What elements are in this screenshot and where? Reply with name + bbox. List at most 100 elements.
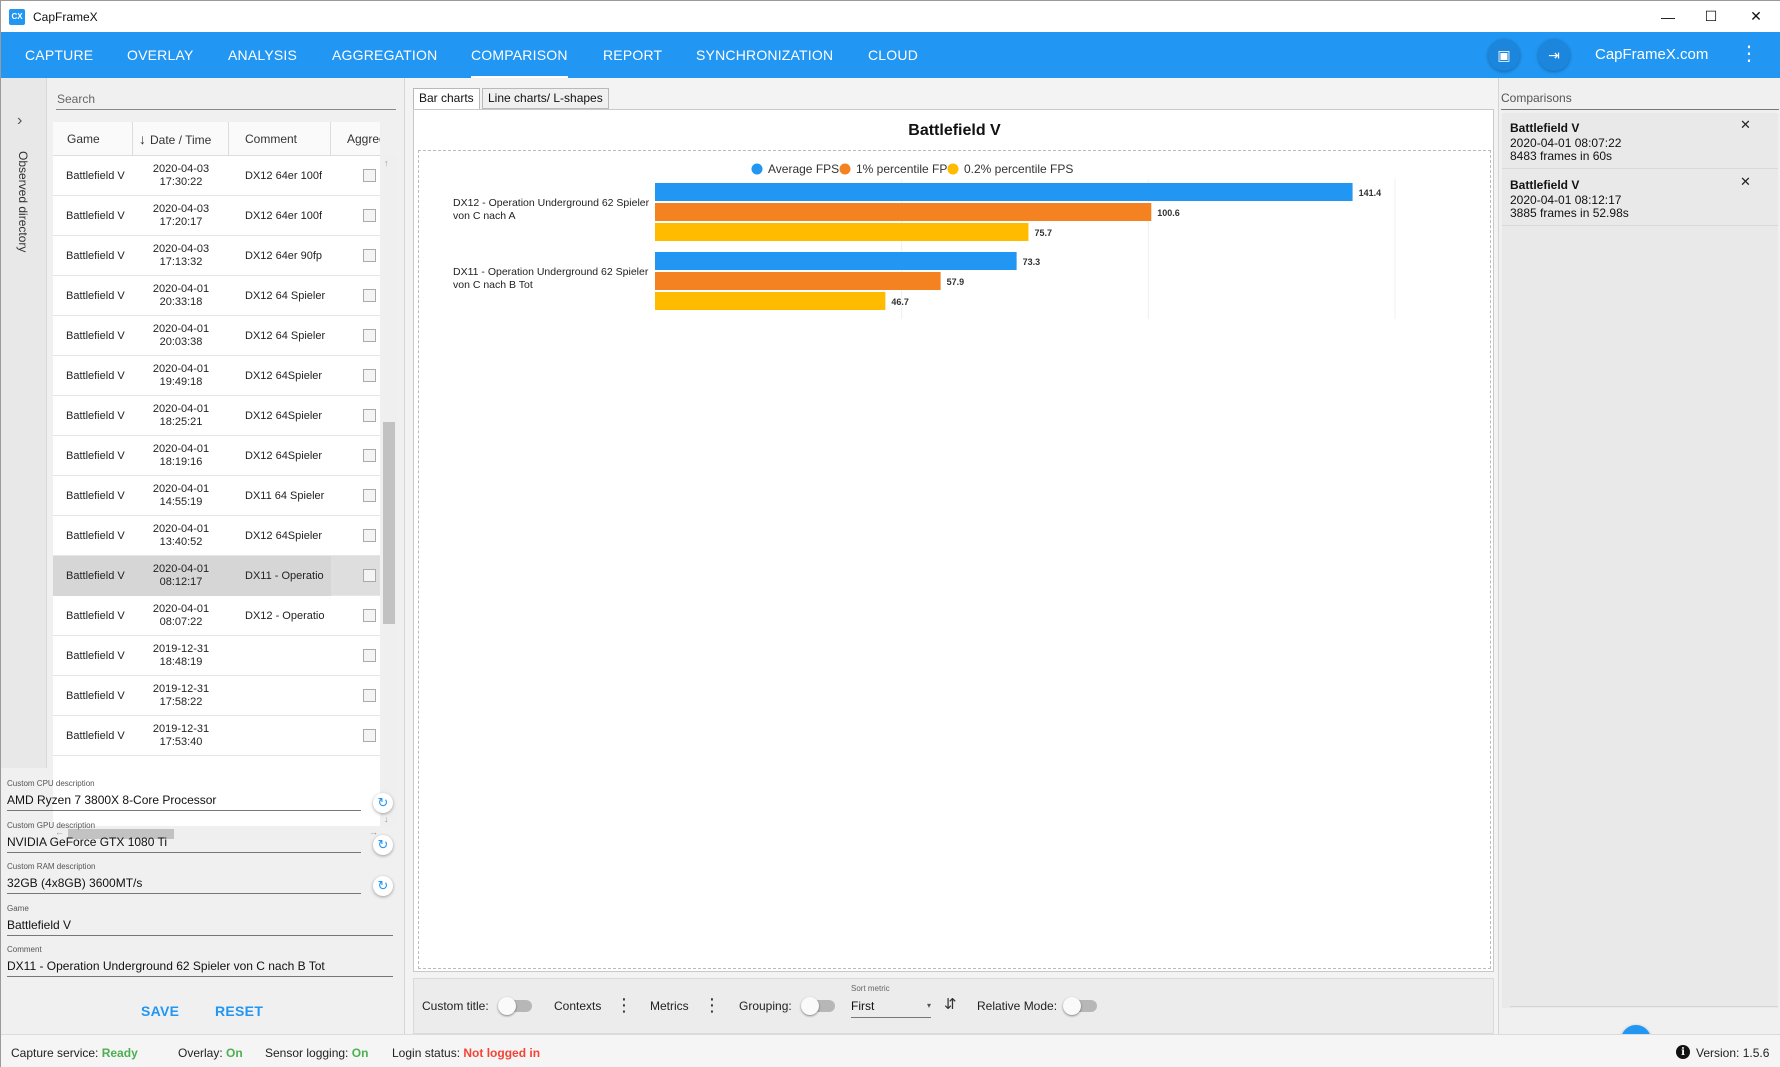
maximize-button[interactable]: ☐ xyxy=(1704,8,1718,24)
legend-swatch xyxy=(839,163,851,175)
aggregation-checkbox[interactable] xyxy=(363,569,376,582)
scroll-up-icon[interactable]: ↑ xyxy=(384,158,389,168)
aggregation-checkbox[interactable] xyxy=(363,289,376,302)
observed-directory-strip[interactable]: › Observed directory xyxy=(1,78,47,768)
login-button[interactable]: ⇥ xyxy=(1538,39,1570,71)
table-row[interactable]: Battlefield V 2020-04-01 14:55:19 DX11 64 S… xyxy=(53,476,380,516)
cpu-description-value[interactable]: AMD Ryzen 7 3800X 8-Core Processor xyxy=(7,791,361,811)
chevron-right-icon[interactable]: › xyxy=(17,112,23,129)
ram-description-field[interactable]: Custom RAM description 32GB (4x8GB) 3600… xyxy=(7,862,361,894)
website-link[interactable]: CapFrameX.com xyxy=(1595,46,1709,63)
table-row[interactable]: Battlefield V 2020-04-01 20:03:38 DX12 64 S… xyxy=(53,316,380,356)
tab-line-charts[interactable]: Line charts/ L-shapes xyxy=(482,88,609,109)
scroll-down-icon[interactable]: ↓ xyxy=(384,814,389,824)
aggregation-checkbox[interactable] xyxy=(363,329,376,342)
grouping-toggle[interactable] xyxy=(801,997,835,1015)
bar xyxy=(655,272,941,290)
column-header-comment[interactable]: Comment xyxy=(229,122,331,155)
horizontal-scrollbar[interactable]: ← → xyxy=(53,827,380,841)
save-button[interactable]: SAVE xyxy=(141,1003,180,1019)
sort-direction-icon[interactable]: ⇵ xyxy=(944,996,957,1013)
cell-date: 2020-04-01 xyxy=(152,443,210,455)
table-row[interactable]: Battlefield V 2020-04-01 18:19:16 DX12 64Sp… xyxy=(53,436,380,476)
reset-button[interactable]: RESET xyxy=(215,1003,264,1019)
column-header-date[interactable]: ↓ Date / Time xyxy=(133,122,229,155)
close-icon[interactable]: ✕ xyxy=(1740,117,1751,132)
aggregation-checkbox[interactable] xyxy=(363,729,376,742)
search-input[interactable] xyxy=(56,88,396,110)
table-row[interactable]: Battlefield V 2020-04-03 17:20:17 DX12 64er… xyxy=(53,196,380,236)
sort-metric-value: First xyxy=(851,999,875,1013)
close-icon[interactable]: ✕ xyxy=(1740,174,1751,189)
tab-cloud[interactable]: CLOUD xyxy=(868,47,919,63)
table-row[interactable]: Battlefield V 2020-04-03 17:13:32 DX12 64er… xyxy=(53,236,380,276)
cell-comment: DX12 64er 100f xyxy=(245,170,323,182)
vertical-scrollbar[interactable]: ↑ ↓ xyxy=(381,156,397,826)
cell-comment: DX12 64 Spieler xyxy=(245,290,326,302)
metrics-menu-icon[interactable]: ⋮ xyxy=(703,995,721,1015)
comparison-item[interactable]: Battlefield V 2020-04-01 08:07:22 8483 f… xyxy=(1502,113,1778,169)
screenshot-button[interactable]: ▣ xyxy=(1488,39,1520,71)
table-row[interactable]: Battlefield V 2019-12-31 18:48:19 xyxy=(53,636,380,676)
cpu-description-field[interactable]: Custom CPU description AMD Ryzen 7 3800X… xyxy=(7,779,361,811)
game-field[interactable]: Game Battlefield V xyxy=(7,904,393,936)
tab-analysis[interactable]: ANALYSIS xyxy=(228,47,298,63)
aggregation-checkbox[interactable] xyxy=(363,449,376,462)
sort-metric-label: Sort metric xyxy=(851,984,890,993)
aggregation-checkbox[interactable] xyxy=(363,609,376,622)
info-icon[interactable]: i xyxy=(1676,1045,1690,1059)
aggregation-checkbox[interactable] xyxy=(363,209,376,222)
aggregation-checkbox[interactable] xyxy=(363,369,376,382)
comment-value[interactable]: DX11 - Operation Underground 62 Spieler … xyxy=(7,957,393,977)
cell-game: Battlefield V xyxy=(66,730,125,742)
custom-title-toggle[interactable] xyxy=(498,997,532,1015)
table-row[interactable]: Battlefield V 2020-04-01 08:07:22 DX12 - Op… xyxy=(53,596,380,636)
table-row[interactable]: Battlefield V 2019-12-31 17:58:22 xyxy=(53,676,380,716)
scroll-left-icon[interactable]: ← xyxy=(55,827,64,837)
aggregation-checkbox[interactable] xyxy=(363,409,376,422)
table-row[interactable]: Battlefield V 2020-04-01 20:33:18 DX12 64 S… xyxy=(53,276,380,316)
sort-metric-select[interactable]: First ▾ xyxy=(851,996,931,1018)
table-row[interactable]: Battlefield V 2020-04-01 18:25:21 DX12 64Sp… xyxy=(53,396,380,436)
aggregation-checkbox[interactable] xyxy=(363,649,376,662)
tab-bar-charts[interactable]: Bar charts xyxy=(413,88,480,110)
aggregation-checkbox[interactable] xyxy=(363,689,376,702)
hscrollbar-thumb[interactable] xyxy=(68,829,174,839)
scrollbar-thumb[interactable] xyxy=(383,422,395,624)
gpu-description-value[interactable]: NVIDIA GeForce GTX 1080 Ti xyxy=(7,833,361,853)
aggregation-checkbox[interactable] xyxy=(363,489,376,502)
tab-comparison[interactable]: COMPARISON xyxy=(471,32,568,78)
comparison-item[interactable]: Battlefield V 2020-04-01 08:12:17 3885 f… xyxy=(1502,170,1778,226)
gpu-description-field[interactable]: Custom GPU description NVIDIA GeForce GT… xyxy=(7,821,361,853)
contexts-menu-icon[interactable]: ⋮ xyxy=(615,995,633,1015)
tab-capture[interactable]: CAPTURE xyxy=(25,47,94,63)
comparisons-panel: Comparisons Battlefield V 2020-04-01 08:… xyxy=(1498,78,1780,1055)
refresh-gpu-button[interactable]: ↻ xyxy=(373,835,393,855)
relative-mode-toggle[interactable] xyxy=(1063,997,1097,1015)
scroll-right-icon[interactable]: → xyxy=(369,827,378,837)
minimize-button[interactable]: — xyxy=(1661,8,1675,25)
main-menu-bar: CAPTURE OVERLAY ANALYSIS AGGREGATION COM… xyxy=(1,32,1780,78)
table-row[interactable]: Battlefield V 2020-04-01 13:40:52 DX12 64Sp… xyxy=(53,516,380,556)
table-row[interactable]: Battlefield V 2020-04-01 08:12:17 DX11 - Op… xyxy=(53,556,380,596)
tab-report[interactable]: REPORT xyxy=(603,47,663,63)
aggregation-checkbox[interactable] xyxy=(363,169,376,182)
refresh-cpu-button[interactable]: ↻ xyxy=(373,793,393,813)
more-options-icon[interactable]: ⋮ xyxy=(1739,43,1759,65)
tab-aggregation[interactable]: AGGREGATION xyxy=(332,47,438,63)
column-header-game[interactable]: Game xyxy=(53,122,133,155)
tab-overlay[interactable]: OVERLAY xyxy=(127,47,194,63)
ram-description-value[interactable]: 32GB (4x8GB) 3600MT/s xyxy=(7,874,361,894)
aggregation-checkbox[interactable] xyxy=(363,249,376,262)
table-row[interactable]: Battlefield V 2020-04-03 17:30:22 DX12 64er… xyxy=(53,156,380,196)
game-value[interactable]: Battlefield V xyxy=(7,916,393,936)
table-row[interactable]: Battlefield V 2020-04-01 19:49:18 DX12 64Sp… xyxy=(53,356,380,396)
aggregation-checkbox[interactable] xyxy=(363,529,376,542)
comment-field[interactable]: Comment DX11 - Operation Underground 62 … xyxy=(7,945,393,977)
table-row[interactable]: Battlefield V 2019-12-31 17:53:40 xyxy=(53,716,380,756)
refresh-ram-button[interactable]: ↻ xyxy=(373,876,393,896)
column-header-aggregation[interactable]: Aggregation xyxy=(347,132,380,146)
legend-label: Average FPS xyxy=(768,162,839,176)
tab-synchronization[interactable]: SYNCHRONIZATION xyxy=(696,47,834,63)
close-window-button[interactable]: ✕ xyxy=(1750,8,1762,24)
